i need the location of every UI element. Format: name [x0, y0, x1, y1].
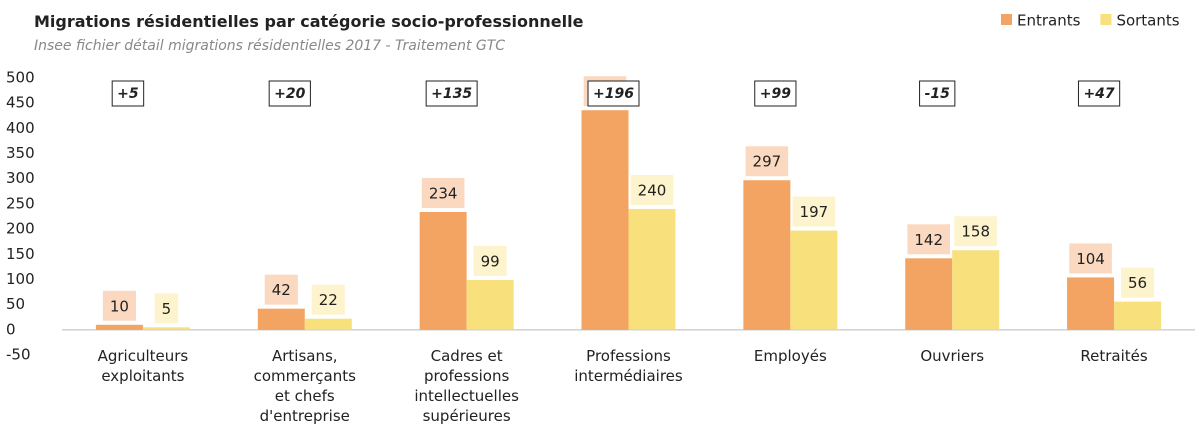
x-tick-label: Employés — [753, 347, 827, 365]
value-label: 42 — [272, 281, 291, 299]
bar — [142, 327, 190, 330]
annotation: +20 — [274, 86, 305, 102]
bar — [628, 208, 676, 330]
annotation: +5 — [117, 86, 139, 102]
chart-title: Migrations résidentielles par catégorie … — [34, 12, 584, 31]
value-label: 234 — [429, 184, 458, 202]
chart-subtitle: Insee fichier détail migrations résident… — [34, 38, 505, 54]
annotation: +47 — [1083, 86, 1114, 102]
value-label-bg — [102, 290, 136, 321]
x-tick-label: Ouvriers — [920, 347, 985, 365]
legend-label: Sortants — [1116, 12, 1179, 30]
legend-label: Entrants — [1017, 12, 1081, 30]
value-label: 142 — [914, 231, 943, 249]
y-tick-label: 500 — [6, 69, 35, 87]
bar — [419, 211, 467, 330]
value-label-bg — [154, 293, 179, 324]
annotation-box — [1077, 80, 1121, 107]
x-tick-label: Retraités — [1080, 347, 1148, 365]
value-label: 297 — [753, 153, 782, 171]
y-tick-label: 300 — [6, 169, 35, 187]
x-tick-label: Agriculteurs exploitants — [97, 347, 189, 385]
annotation: -15 — [925, 86, 951, 102]
value-label-bg — [264, 274, 298, 305]
value-label-bg — [311, 284, 345, 315]
y-tick-label: 400 — [6, 119, 35, 137]
y-tick-label: 100 — [6, 270, 35, 288]
value-label: 197 — [800, 203, 829, 221]
bar — [905, 258, 953, 330]
y-tick-label: 250 — [6, 194, 35, 212]
bar — [1114, 301, 1162, 330]
x-tick-label: Artisans, commerçants et chefs d'entrepr… — [253, 347, 356, 425]
bar — [790, 230, 838, 330]
value-label-bg — [630, 174, 674, 205]
value-label: 10 — [110, 297, 129, 315]
bar — [1067, 277, 1115, 330]
x-tick-label-box: Ouvriers — [920, 347, 985, 365]
y-tick-label: 200 — [6, 220, 35, 238]
value-label: 56 — [1128, 274, 1147, 292]
bar — [95, 324, 143, 330]
value-label-bg — [792, 196, 836, 227]
annotation-box — [919, 80, 956, 107]
x-tick-label-box: Cadres et professions intellectuelles su… — [414, 347, 519, 425]
value-label-bg — [745, 146, 789, 177]
value-label-bg — [1069, 243, 1112, 274]
value-label: 240 — [638, 181, 667, 199]
x-tick-label-box: Retraités — [1080, 347, 1148, 365]
legend-swatch — [1100, 14, 1112, 25]
value-label-bg — [907, 224, 951, 255]
y-tick-label: 350 — [6, 144, 35, 162]
bar — [466, 279, 514, 330]
annotation-box — [425, 80, 478, 107]
y-tick-label: 0 — [6, 320, 16, 338]
x-tick-label-box: Artisans, commerçants et chefs d'entrepr… — [253, 347, 356, 425]
y-tick-label: 450 — [6, 94, 35, 112]
x-tick-label-box: Employés — [753, 347, 827, 365]
annotation-box — [111, 80, 145, 107]
annotation: +99 — [760, 86, 791, 102]
bar — [581, 110, 629, 330]
y-tick-label: 50 — [6, 295, 25, 313]
x-tick-label: Professions intermédiaires — [574, 347, 683, 385]
bar — [952, 250, 1000, 330]
x-tick-label: Cadres et professions intellectuelles su… — [414, 347, 519, 425]
value-label: 22 — [319, 291, 338, 309]
value-label-bg — [473, 245, 507, 276]
y-tick-label: -50 — [6, 346, 31, 364]
value-label: 158 — [961, 223, 990, 241]
annotation-box — [268, 80, 311, 107]
bar — [743, 180, 791, 330]
value-label-bg — [954, 216, 998, 247]
x-tick-label-box: Professions intermédiaires — [574, 347, 683, 385]
value-label-bg — [1121, 267, 1155, 298]
legend-swatch — [1001, 14, 1012, 25]
annotation: +135 — [431, 86, 472, 102]
annotation-box — [587, 80, 640, 107]
value-label: 5 — [162, 300, 172, 318]
x-tick-label-box: Agriculteurs exploitants — [97, 347, 189, 385]
bar — [257, 308, 305, 330]
bar — [304, 318, 352, 330]
annotation-box — [754, 80, 797, 107]
y-tick-label: 150 — [6, 245, 35, 263]
value-label-bg — [421, 177, 465, 208]
value-label: 99 — [481, 252, 500, 270]
value-label: 104 — [1076, 250, 1105, 268]
annotation: +196 — [593, 86, 634, 102]
